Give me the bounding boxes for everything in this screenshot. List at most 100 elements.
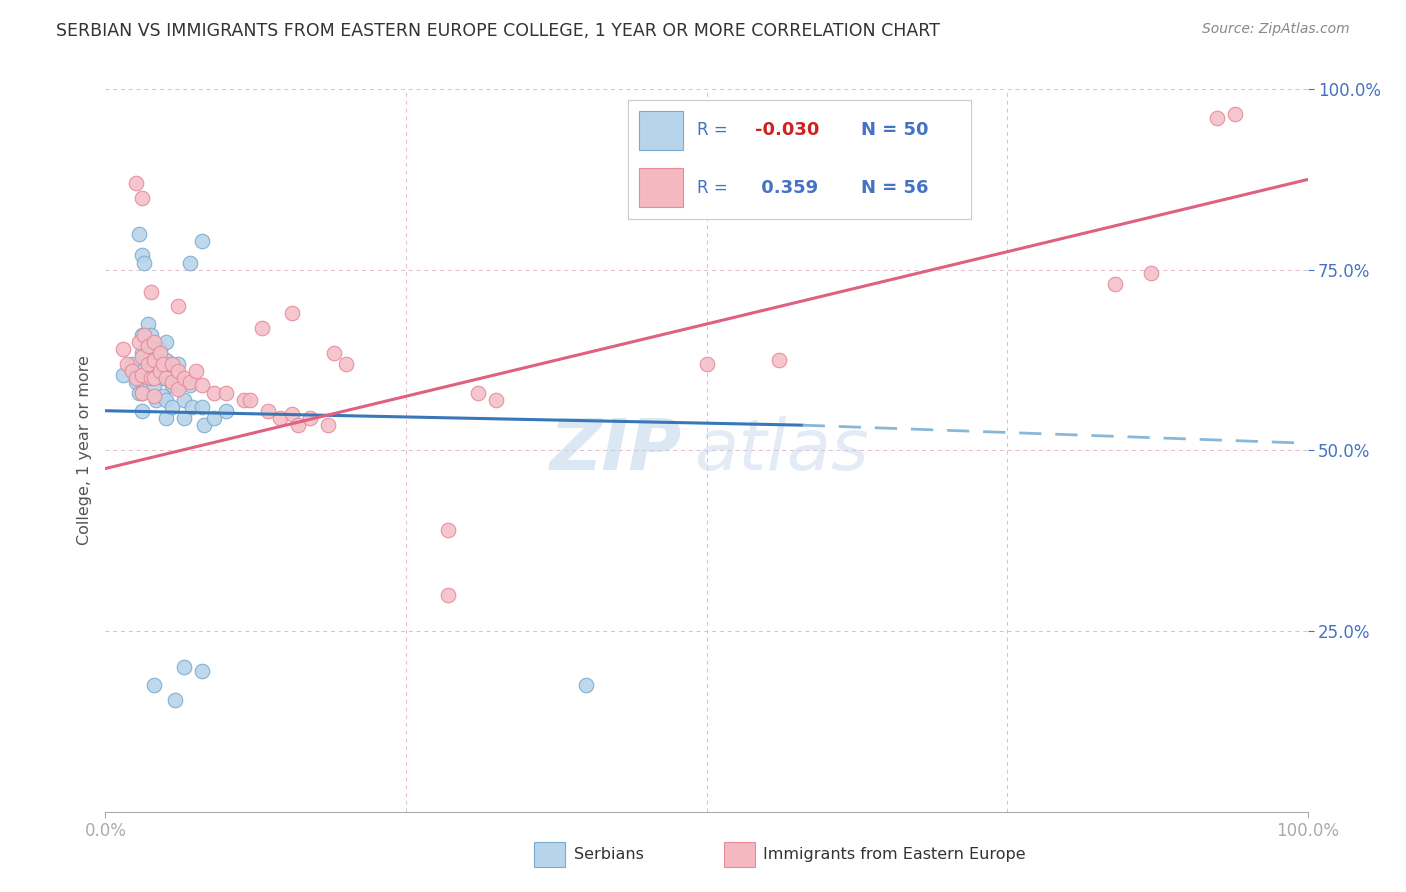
Point — [437, 523, 460, 537]
Point — [166, 378, 188, 392]
Point — [160, 400, 183, 414]
Point — [115, 357, 138, 371]
Point — [136, 353, 159, 368]
Point — [136, 371, 159, 385]
Point — [131, 364, 153, 378]
Point — [173, 660, 195, 674]
Point — [322, 346, 344, 360]
Point — [281, 407, 304, 421]
Text: 0.359: 0.359 — [755, 178, 818, 196]
Point — [148, 364, 170, 378]
Point — [190, 234, 212, 248]
Point — [166, 364, 188, 378]
Point — [155, 353, 177, 368]
Point — [179, 378, 201, 392]
Point — [131, 350, 153, 364]
Point — [316, 418, 339, 433]
Point — [124, 375, 146, 389]
Point — [179, 375, 201, 389]
Point — [193, 418, 215, 433]
Text: atlas: atlas — [695, 416, 869, 485]
Point — [173, 392, 195, 407]
Point — [139, 285, 162, 299]
Point — [148, 343, 170, 357]
Point — [232, 392, 254, 407]
Point — [142, 360, 165, 375]
Point — [128, 385, 150, 400]
Point — [1104, 277, 1126, 292]
Point — [160, 378, 183, 392]
Point — [136, 339, 159, 353]
Point — [214, 385, 236, 400]
Text: SERBIAN VS IMMIGRANTS FROM EASTERN EUROPE COLLEGE, 1 YEAR OR MORE CORRELATION CH: SERBIAN VS IMMIGRANTS FROM EASTERN EUROP… — [56, 22, 941, 40]
Point — [148, 346, 170, 360]
Point — [160, 357, 183, 371]
Point — [181, 400, 204, 414]
Point — [131, 191, 153, 205]
FancyBboxPatch shape — [638, 111, 683, 150]
Point — [190, 664, 212, 678]
Point — [128, 227, 150, 241]
Point — [696, 357, 718, 371]
Point — [298, 411, 321, 425]
Point — [155, 411, 177, 425]
Point — [136, 317, 159, 331]
Text: R =: R = — [697, 178, 733, 196]
Point — [214, 403, 236, 417]
Point — [136, 334, 159, 349]
Point — [155, 371, 177, 385]
Point — [121, 357, 143, 371]
Point — [160, 357, 183, 371]
Point — [160, 375, 183, 389]
Text: Source: ZipAtlas.com: Source: ZipAtlas.com — [1202, 22, 1350, 37]
Point — [139, 371, 162, 385]
Point — [139, 327, 162, 342]
Point — [155, 371, 177, 385]
Point — [112, 343, 135, 357]
FancyBboxPatch shape — [638, 168, 683, 207]
Point — [112, 368, 135, 382]
Point — [202, 385, 225, 400]
Text: R =: R = — [697, 121, 733, 139]
Point — [142, 378, 165, 392]
Point — [152, 371, 174, 385]
Point — [132, 327, 155, 342]
Point — [485, 392, 508, 407]
Point — [287, 418, 309, 433]
Text: -0.030: -0.030 — [755, 121, 820, 139]
Point — [575, 678, 598, 692]
Point — [190, 400, 212, 414]
Point — [335, 357, 357, 371]
Point — [132, 255, 155, 269]
Point — [131, 248, 153, 262]
Text: Serbians: Serbians — [574, 847, 644, 862]
Point — [166, 357, 188, 371]
Point — [142, 334, 165, 349]
Point — [155, 392, 177, 407]
Point — [155, 334, 177, 349]
Point — [142, 343, 165, 357]
Point — [250, 320, 273, 334]
Text: N = 56: N = 56 — [862, 178, 929, 196]
Point — [239, 392, 262, 407]
Point — [768, 353, 790, 368]
Point — [467, 385, 489, 400]
Point — [131, 403, 153, 417]
Text: Immigrants from Eastern Europe: Immigrants from Eastern Europe — [763, 847, 1026, 862]
Text: ZIP: ZIP — [550, 416, 682, 485]
Point — [437, 588, 460, 602]
Point — [121, 364, 143, 378]
Point — [152, 389, 174, 403]
Point — [128, 334, 150, 349]
Point — [190, 378, 212, 392]
Point — [124, 371, 146, 385]
Point — [142, 678, 165, 692]
Point — [124, 176, 146, 190]
Point — [136, 357, 159, 371]
Point — [152, 357, 174, 371]
Point — [166, 382, 188, 396]
Point — [269, 411, 291, 425]
Point — [131, 327, 153, 342]
Point — [142, 371, 165, 385]
Point — [131, 385, 153, 400]
